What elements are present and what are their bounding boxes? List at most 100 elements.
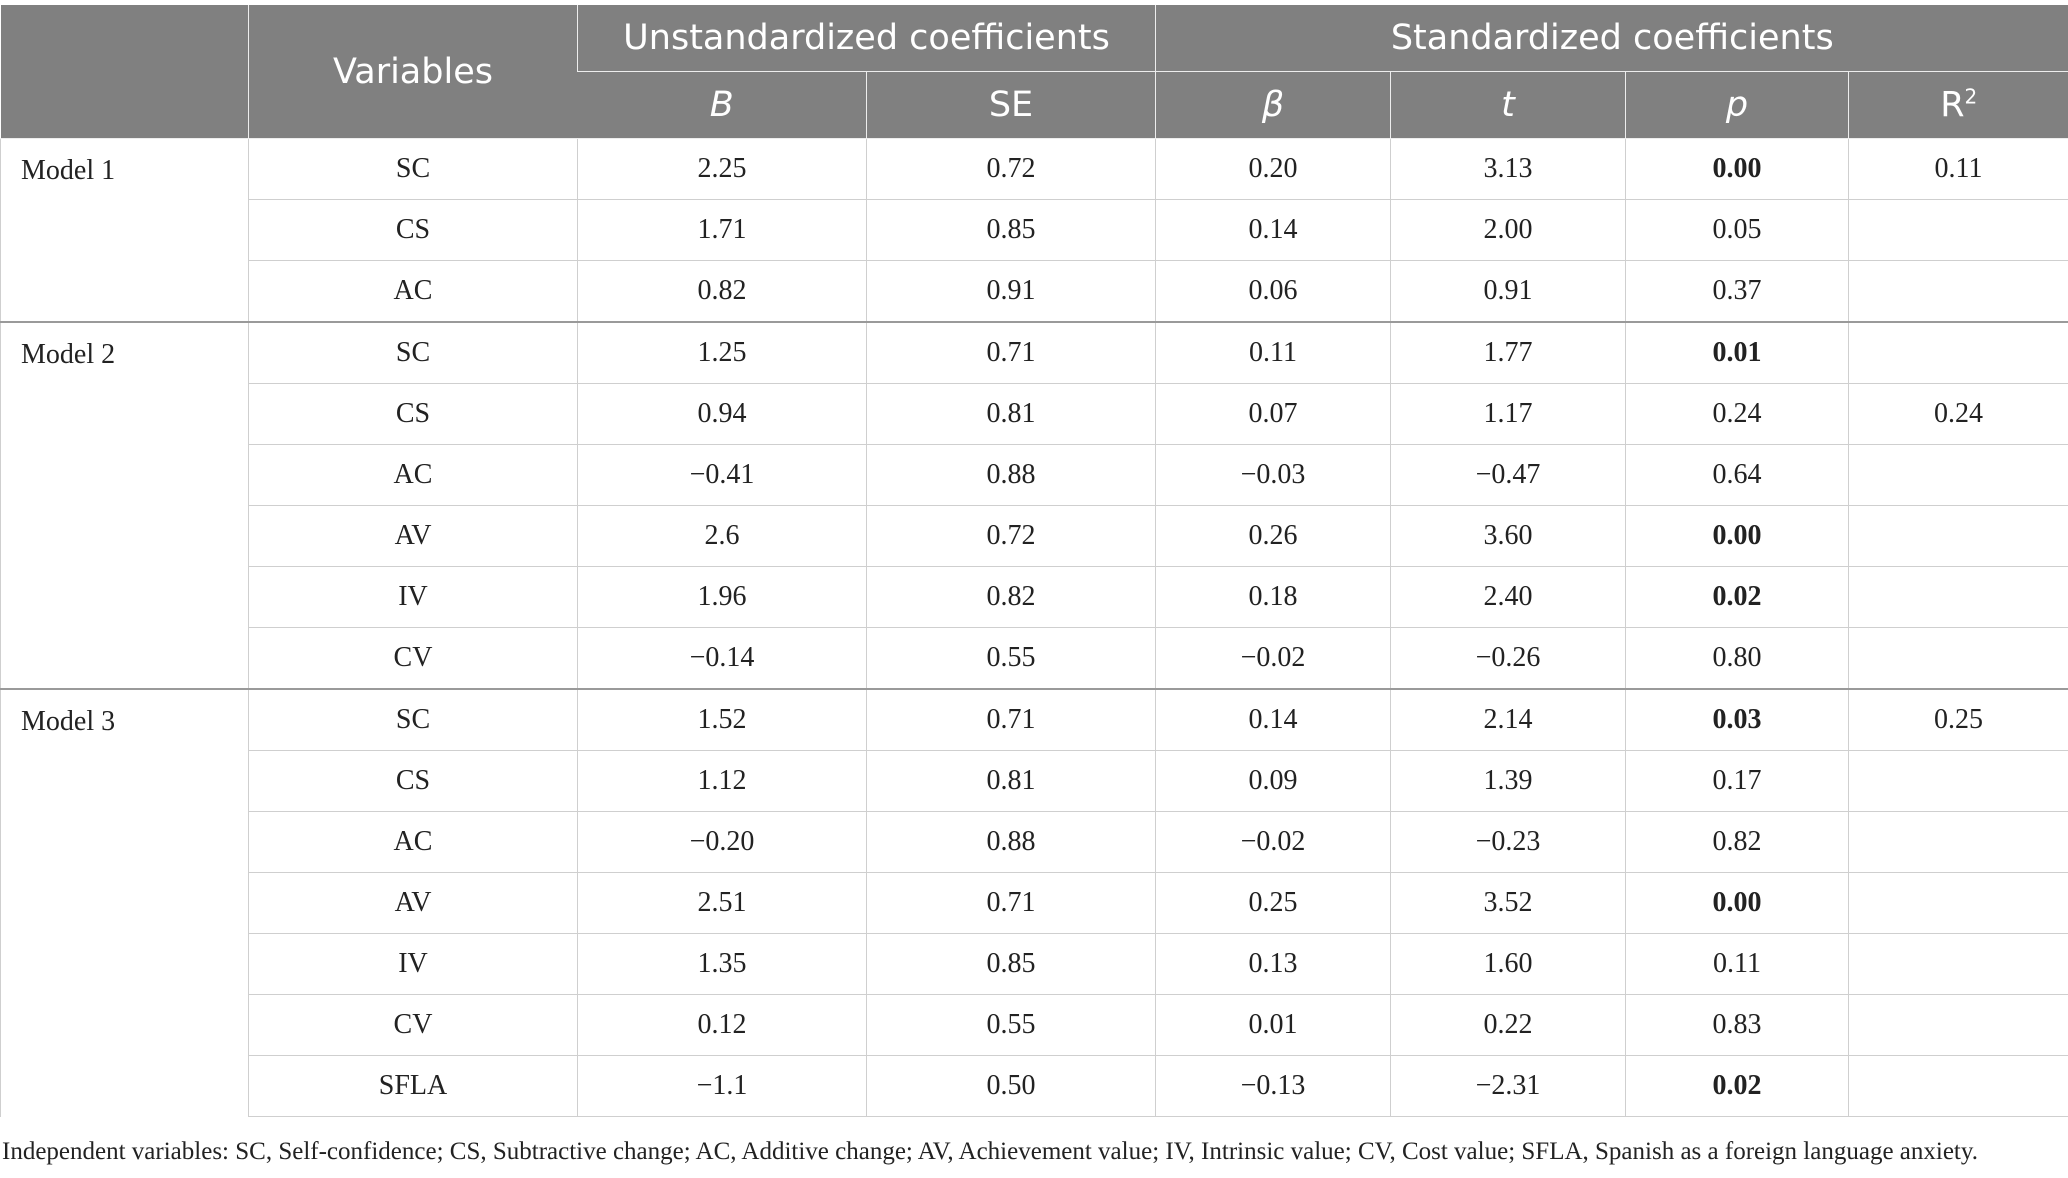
p-cell: 0.03: [1625, 688, 1849, 751]
table-row: AV 2.51 0.71 0.25 3.52 0.00: [1, 872, 2068, 934]
se-cell: 0.88: [866, 444, 1156, 506]
b-cell: −0.20: [577, 811, 867, 873]
r2-cell: [1848, 566, 2068, 628]
t-cell: 2.00: [1390, 199, 1626, 261]
variable-cell: CS: [248, 750, 578, 812]
b-cell: 0.94: [577, 383, 867, 445]
r2-cell: 0.24: [1848, 383, 2068, 445]
r2-cell: [1848, 627, 2068, 689]
r2-cell: [1848, 444, 2068, 506]
b-cell: 2.25: [577, 138, 867, 200]
p-cell: 0.24: [1625, 383, 1849, 445]
t-cell: 2.40: [1390, 566, 1626, 628]
t-cell: 1.39: [1390, 750, 1626, 812]
table-row: CV 0.12 0.55 0.01 0.22 0.83: [1, 994, 2068, 1056]
regression-table: Variables Unstandardized coefficients St…: [0, 5, 2068, 1117]
se-cell: 0.91: [866, 260, 1156, 322]
header-r2-sup: 2: [1964, 84, 1978, 109]
beta-cell: −0.03: [1155, 444, 1391, 506]
b-cell: 1.25: [577, 321, 867, 384]
beta-cell: 0.07: [1155, 383, 1391, 445]
beta-cell: 0.20: [1155, 138, 1391, 200]
beta-cell: −0.02: [1155, 627, 1391, 689]
se-cell: 0.85: [866, 199, 1156, 261]
b-cell: 2.51: [577, 872, 867, 934]
header-variables: Variables: [248, 5, 578, 139]
se-cell: 0.55: [866, 627, 1156, 689]
header-standardized: Standardized coefficients: [1155, 5, 2068, 72]
p-cell: 0.17: [1625, 750, 1849, 812]
t-cell: −0.23: [1390, 811, 1626, 873]
model-label: Model 2: [0, 321, 249, 689]
b-cell: 1.96: [577, 566, 867, 628]
b-cell: 1.12: [577, 750, 867, 812]
table-row: Model 2 SC 1.25 0.71 0.11 1.77 0.01: [0, 321, 2068, 689]
header-beta: β: [1155, 71, 1391, 139]
se-cell: 0.82: [866, 566, 1156, 628]
t-cell: −0.47: [1390, 444, 1626, 506]
variable-cell: IV: [248, 933, 578, 995]
r2-cell: 0.25: [1848, 688, 2068, 751]
p-cell: 0.83: [1625, 994, 1849, 1056]
r2-cell: [1848, 505, 2068, 567]
b-cell: 1.71: [577, 199, 867, 261]
se-cell: 0.85: [866, 933, 1156, 995]
b-cell: −0.14: [577, 627, 867, 689]
se-cell: 0.71: [866, 688, 1156, 751]
model-label: Model 1: [0, 138, 249, 322]
t-cell: 1.60: [1390, 933, 1626, 995]
se-cell: 0.88: [866, 811, 1156, 873]
r2-cell: [1848, 199, 2068, 261]
beta-cell: 0.13: [1155, 933, 1391, 995]
t-cell: 1.77: [1390, 321, 1626, 384]
table-row: AC −0.20 0.88 −0.02 −0.23 0.82: [1, 811, 2068, 873]
se-cell: 0.72: [866, 505, 1156, 567]
table-row: AC −0.41 0.88 −0.03 −0.47 0.64: [1, 444, 2068, 506]
p-cell: 0.64: [1625, 444, 1849, 506]
se-cell: 0.71: [866, 872, 1156, 934]
variable-cell: AC: [248, 260, 578, 322]
r2-cell: [1848, 321, 2068, 384]
t-cell: 3.60: [1390, 505, 1626, 567]
se-cell: 0.50: [866, 1055, 1156, 1117]
table-row: IV 1.96 0.82 0.18 2.40 0.02: [1, 566, 2068, 628]
b-cell: 2.6: [577, 505, 867, 567]
p-cell: 0.02: [1625, 566, 1849, 628]
se-cell: 0.81: [866, 750, 1156, 812]
r2-cell: [1848, 872, 2068, 934]
t-cell: −0.26: [1390, 627, 1626, 689]
p-cell: 0.82: [1625, 811, 1849, 873]
se-cell: 0.72: [866, 138, 1156, 200]
header-b: B: [577, 71, 867, 139]
beta-cell: −0.02: [1155, 811, 1391, 873]
table-row: AV 2.6 0.72 0.26 3.60 0.00: [1, 505, 2068, 567]
variable-cell: CV: [248, 627, 578, 689]
b-cell: 0.82: [577, 260, 867, 322]
b-cell: 1.52: [577, 688, 867, 751]
header-p: p: [1625, 71, 1849, 139]
p-cell: 0.05: [1625, 199, 1849, 261]
variable-cell: SC: [248, 321, 578, 384]
beta-cell: 0.14: [1155, 688, 1391, 751]
variable-cell: IV: [248, 566, 578, 628]
table-body: Model 1 SC 2.25 0.72 0.20 3.13 0.00 0.11 CS 1.71 0…: [0, 138, 2068, 1117]
beta-cell: 0.26: [1155, 505, 1391, 567]
p-cell: 0.00: [1625, 505, 1849, 567]
variable-cell: CV: [248, 994, 578, 1056]
r2-cell: [1848, 994, 2068, 1056]
t-cell: 3.13: [1390, 138, 1626, 200]
table-row: CV −0.14 0.55 −0.02 −0.26 0.80: [1, 627, 2068, 689]
p-cell: 0.00: [1625, 138, 1849, 200]
header-r2: R2: [1848, 71, 2068, 139]
r2-cell: [1848, 1055, 2068, 1117]
beta-cell: 0.01: [1155, 994, 1391, 1056]
r2-cell: [1848, 260, 2068, 322]
r2-cell: [1848, 750, 2068, 812]
p-cell: 0.02: [1625, 1055, 1849, 1117]
header-t: t: [1390, 71, 1626, 139]
t-cell: 1.17: [1390, 383, 1626, 445]
t-cell: 0.91: [1390, 260, 1626, 322]
se-cell: 0.55: [866, 994, 1156, 1056]
table-footnote: Independent variables: SC, Self-confiden…: [2, 1138, 1979, 1165]
beta-cell: 0.11: [1155, 321, 1391, 384]
